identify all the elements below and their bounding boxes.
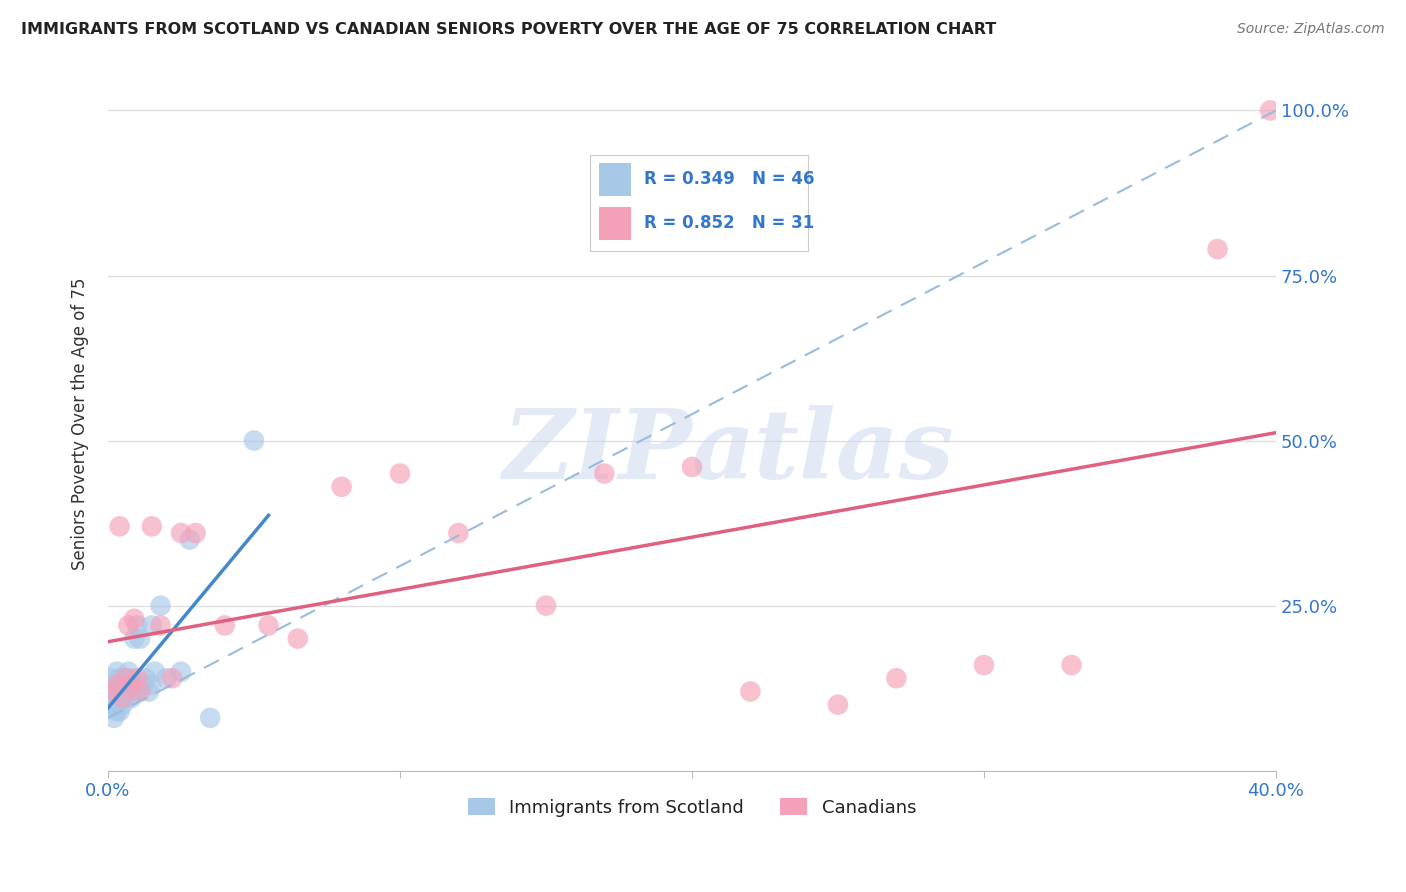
Point bbox=[111, 691, 134, 706]
FancyBboxPatch shape bbox=[599, 163, 631, 195]
Point bbox=[103, 678, 125, 692]
Point bbox=[447, 526, 470, 541]
Point bbox=[184, 526, 207, 541]
Point bbox=[108, 519, 131, 533]
Point bbox=[122, 612, 145, 626]
Point bbox=[105, 678, 128, 692]
Y-axis label: Seniors Poverty Over the Age of 75: Seniors Poverty Over the Age of 75 bbox=[72, 277, 89, 570]
Point bbox=[108, 684, 131, 698]
Point bbox=[111, 698, 134, 712]
Point bbox=[138, 684, 160, 698]
Point bbox=[593, 467, 616, 481]
Text: R = 0.349   N = 46: R = 0.349 N = 46 bbox=[644, 170, 815, 188]
Point bbox=[1258, 103, 1281, 118]
Point bbox=[117, 618, 139, 632]
Point bbox=[827, 698, 849, 712]
Point bbox=[108, 691, 131, 706]
Point bbox=[155, 671, 177, 685]
Point bbox=[149, 618, 172, 632]
Point bbox=[1060, 658, 1083, 673]
Point bbox=[973, 658, 995, 673]
Point bbox=[100, 671, 122, 685]
Point bbox=[103, 711, 125, 725]
Point bbox=[120, 691, 142, 706]
Point bbox=[127, 684, 149, 698]
FancyBboxPatch shape bbox=[599, 207, 631, 240]
Point bbox=[214, 618, 236, 632]
Point bbox=[114, 671, 136, 685]
Point bbox=[117, 678, 139, 692]
Point bbox=[170, 665, 193, 679]
Point bbox=[105, 678, 128, 692]
Point bbox=[127, 618, 149, 632]
Point bbox=[100, 684, 122, 698]
Text: ZIP: ZIP bbox=[502, 405, 692, 499]
Point bbox=[330, 480, 353, 494]
Legend: Immigrants from Scotland, Canadians: Immigrants from Scotland, Canadians bbox=[461, 791, 924, 824]
Point bbox=[122, 684, 145, 698]
Point bbox=[160, 671, 183, 685]
Point bbox=[105, 704, 128, 718]
Point bbox=[149, 599, 172, 613]
Point bbox=[740, 684, 762, 698]
Point bbox=[132, 678, 155, 692]
Text: Source: ZipAtlas.com: Source: ZipAtlas.com bbox=[1237, 22, 1385, 37]
Point bbox=[534, 599, 557, 613]
Point bbox=[287, 632, 309, 646]
Point bbox=[117, 684, 139, 698]
Point bbox=[141, 678, 163, 692]
Text: R = 0.852   N = 31: R = 0.852 N = 31 bbox=[644, 214, 814, 233]
Point bbox=[100, 698, 122, 712]
Point bbox=[105, 684, 128, 698]
Point bbox=[120, 678, 142, 692]
Point bbox=[108, 671, 131, 685]
Text: IMMIGRANTS FROM SCOTLAND VS CANADIAN SENIORS POVERTY OVER THE AGE OF 75 CORRELAT: IMMIGRANTS FROM SCOTLAND VS CANADIAN SEN… bbox=[21, 22, 997, 37]
Point bbox=[388, 467, 411, 481]
Point bbox=[120, 671, 142, 685]
Point bbox=[141, 519, 163, 533]
Point bbox=[127, 678, 149, 692]
Point bbox=[129, 632, 152, 646]
Point bbox=[243, 434, 266, 448]
Point bbox=[105, 698, 128, 712]
Point bbox=[170, 526, 193, 541]
Point bbox=[108, 704, 131, 718]
Point bbox=[100, 684, 122, 698]
Point bbox=[117, 665, 139, 679]
Point bbox=[114, 684, 136, 698]
Text: atlas: atlas bbox=[692, 405, 955, 499]
Point bbox=[1206, 242, 1229, 256]
Point bbox=[111, 671, 134, 685]
Point bbox=[122, 632, 145, 646]
Point bbox=[111, 678, 134, 692]
Point bbox=[129, 684, 152, 698]
Point bbox=[114, 691, 136, 706]
Point bbox=[111, 691, 134, 706]
Point bbox=[141, 618, 163, 632]
Point bbox=[143, 665, 166, 679]
Point bbox=[127, 671, 149, 685]
Point bbox=[257, 618, 280, 632]
Point bbox=[135, 671, 157, 685]
Point bbox=[886, 671, 908, 685]
Point bbox=[198, 711, 221, 725]
Point bbox=[681, 460, 703, 475]
Point bbox=[179, 533, 201, 547]
Point bbox=[103, 684, 125, 698]
Point bbox=[114, 671, 136, 685]
Point bbox=[103, 698, 125, 712]
Point bbox=[105, 665, 128, 679]
